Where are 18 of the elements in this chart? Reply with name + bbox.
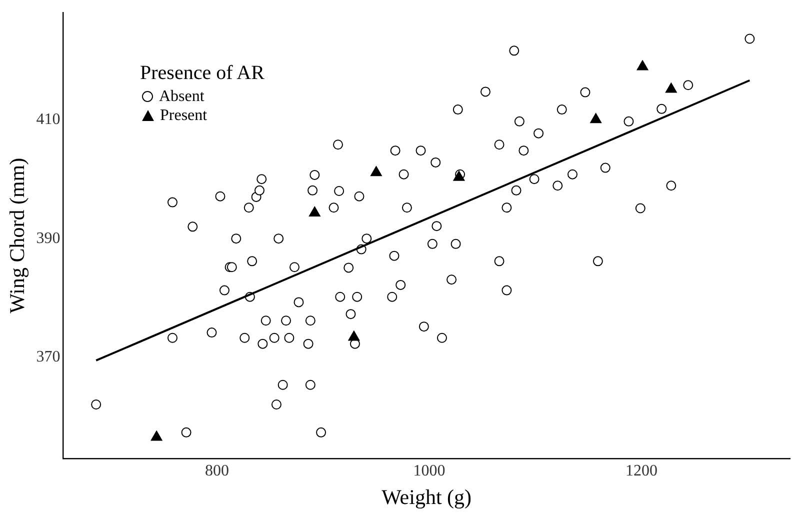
x-axis-title: Weight (g) [382, 484, 472, 509]
point [308, 206, 320, 217]
point [370, 166, 382, 176]
legend-title: Presence of AR [140, 62, 264, 85]
legend-label: Present [160, 106, 208, 124]
y-tick-label: 410 [36, 110, 60, 128]
x-tick-label: 1200 [625, 462, 658, 480]
point [636, 60, 648, 70]
point [665, 82, 677, 93]
y-tick-label: 390 [36, 230, 60, 247]
x-tick-label: 1000 [413, 462, 446, 480]
y-axis-title: Wing Chord (mm) [5, 158, 30, 314]
x-tick-label: 800 [205, 462, 230, 480]
point [348, 330, 360, 341]
y-tick-label: 370 [36, 348, 60, 366]
point [150, 430, 162, 441]
point [590, 113, 602, 124]
legend-label: Absent [159, 88, 204, 106]
